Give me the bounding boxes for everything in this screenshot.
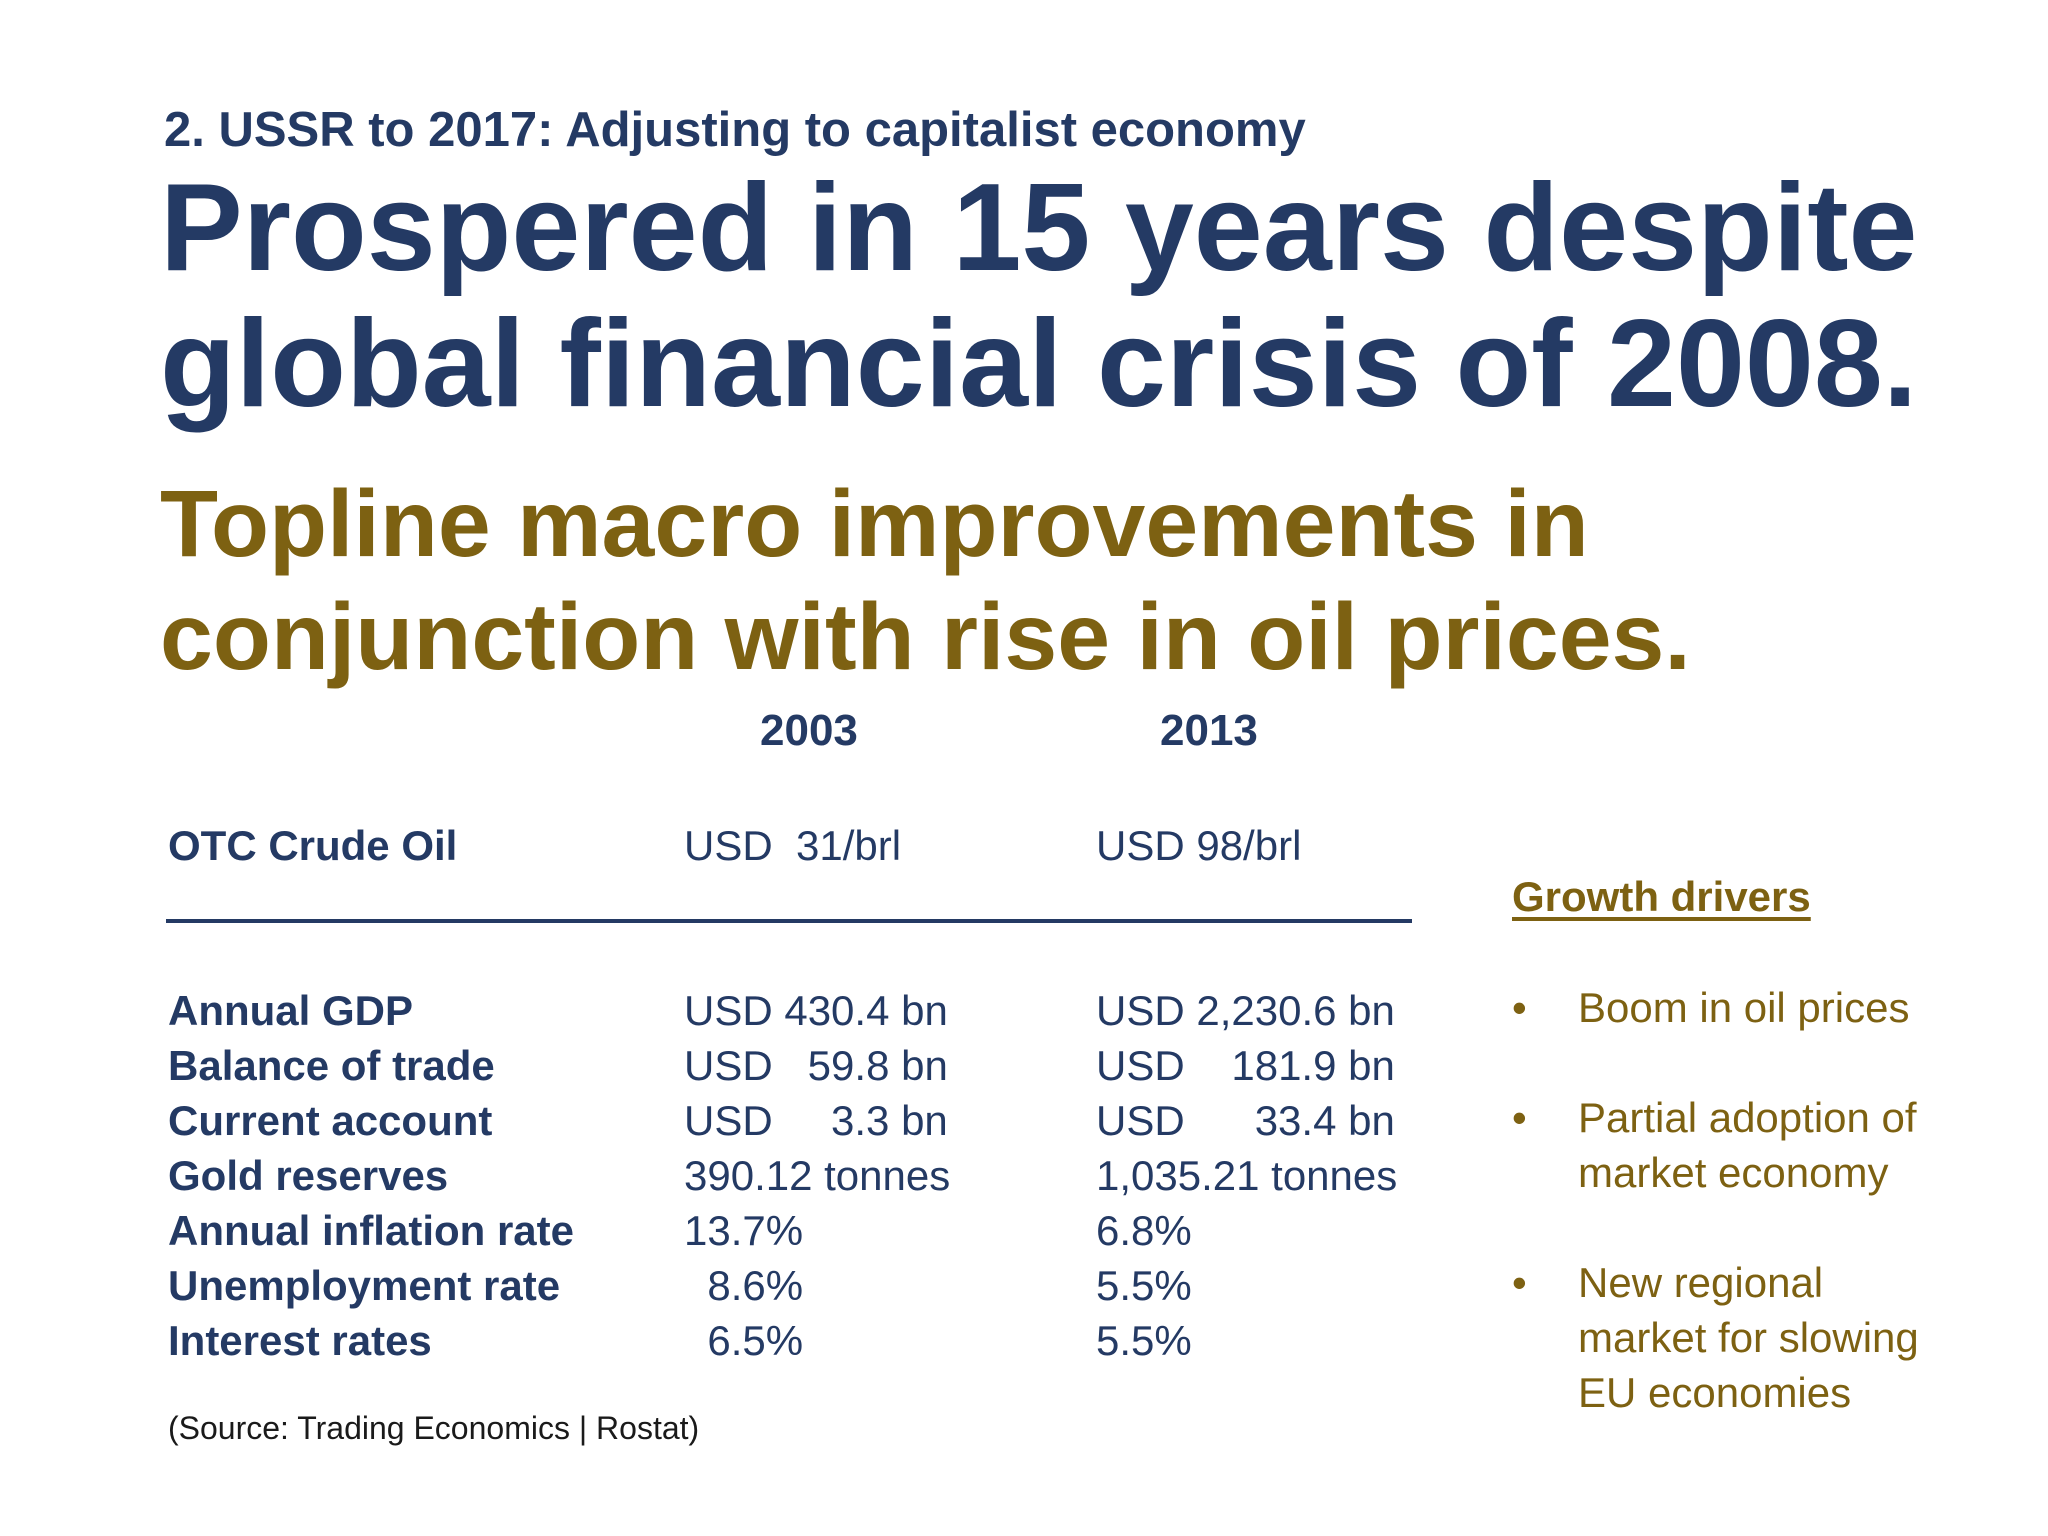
headline-line-2: global financial crisis of 2008. [160, 295, 1918, 433]
table-row: Gold reserves 390.12 tonnes 1,035.21 ton… [0, 1152, 2048, 1208]
row-label: Interest rates [168, 1317, 432, 1364]
row-label: Current account [168, 1097, 493, 1144]
table-row: Current account USD 3.3 bn USD 33.4 bn [0, 1097, 2048, 1153]
table-row: Balance of trade USD 59.8 bn USD 181.9 b… [0, 1042, 2048, 1098]
row-value-2013: USD 2,230.6 bn [1096, 987, 1395, 1034]
row-value-2003: USD 430.4 bn [684, 987, 948, 1034]
headline-line-1: Prospered in 15 years despite [160, 159, 1918, 297]
row-value-2003: USD 3.3 bn [684, 1097, 948, 1144]
year-header-2013: 2013 [1160, 706, 1258, 755]
subheadline: Topline macro improvements in conjunctio… [160, 468, 2000, 694]
growth-driver-text: Boom in oil prices [1578, 984, 1910, 1031]
growth-drivers-title: Growth drivers [1512, 873, 1811, 920]
table-row: Annual inflation rate 13.7% 6.8% [0, 1207, 2048, 1263]
oil-price-2013: USD 98/brl [1096, 822, 1302, 869]
bullet-icon: • [1512, 984, 1527, 1031]
row-value-2013: 5.5% [1096, 1317, 1192, 1364]
headline: Prospered in 15 years despite global fin… [160, 160, 2000, 432]
row-label: Annual inflation rate [168, 1207, 575, 1254]
row-label: Unemployment rate [168, 1262, 561, 1309]
row-value-2013: 5.5% [1096, 1262, 1192, 1309]
row-value-2013: USD 33.4 bn [1096, 1097, 1395, 1144]
oil-price-row: OTC Crude Oil USD 31/brl USD 98/brl [0, 822, 2048, 878]
row-label: Annual GDP [168, 987, 414, 1034]
row-value-2003: 390.12 tonnes [684, 1152, 951, 1199]
subheadline-line-2: conjunction with rise in oil prices. [160, 584, 1691, 690]
table-row: Interest rates 6.5% 5.5% [0, 1317, 2048, 1373]
row-value-2003: USD 59.8 bn [684, 1042, 948, 1089]
row-label: Balance of trade [168, 1042, 495, 1089]
growth-driver-text: EU economies [1578, 1369, 1852, 1416]
row-value-2013: 6.8% [1096, 1207, 1192, 1254]
growth-driver-text: market economy [1578, 1149, 1889, 1196]
section-label: 2. USSR to 2017: Adjusting to capitalist… [164, 103, 1306, 157]
year-header-2003: 2003 [760, 706, 858, 755]
row-value-2003: 13.7% [684, 1207, 804, 1254]
source-note: (Source: Trading Economics | Rostat) [168, 1410, 700, 1446]
growth-driver-text: New regional [1578, 1259, 1824, 1306]
row-value-2003: 8.6% [684, 1262, 804, 1309]
bullet-icon: • [1512, 1259, 1527, 1306]
growth-driver-text: market for slowing [1578, 1314, 1919, 1361]
row-value-2013: 1,035.21 tonnes [1096, 1152, 1398, 1199]
oil-price-label: OTC Crude Oil [168, 822, 458, 869]
row-value-2003: 6.5% [684, 1317, 804, 1364]
subheadline-line-1: Topline macro improvements in [160, 471, 1589, 577]
growth-driver-text: Partial adoption of [1578, 1094, 1917, 1141]
row-value-2013: USD 181.9 bn [1096, 1042, 1395, 1089]
bullet-icon: • [1512, 1094, 1527, 1141]
table-row: Unemployment rate 8.6% 5.5% [0, 1262, 2048, 1318]
table-row: Annual GDP USD 430.4 bn USD 2,230.6 bn [0, 987, 2048, 1043]
oil-price-2003: USD 31/brl [684, 822, 902, 869]
row-label: Gold reserves [168, 1152, 449, 1199]
table-divider [166, 919, 1412, 923]
